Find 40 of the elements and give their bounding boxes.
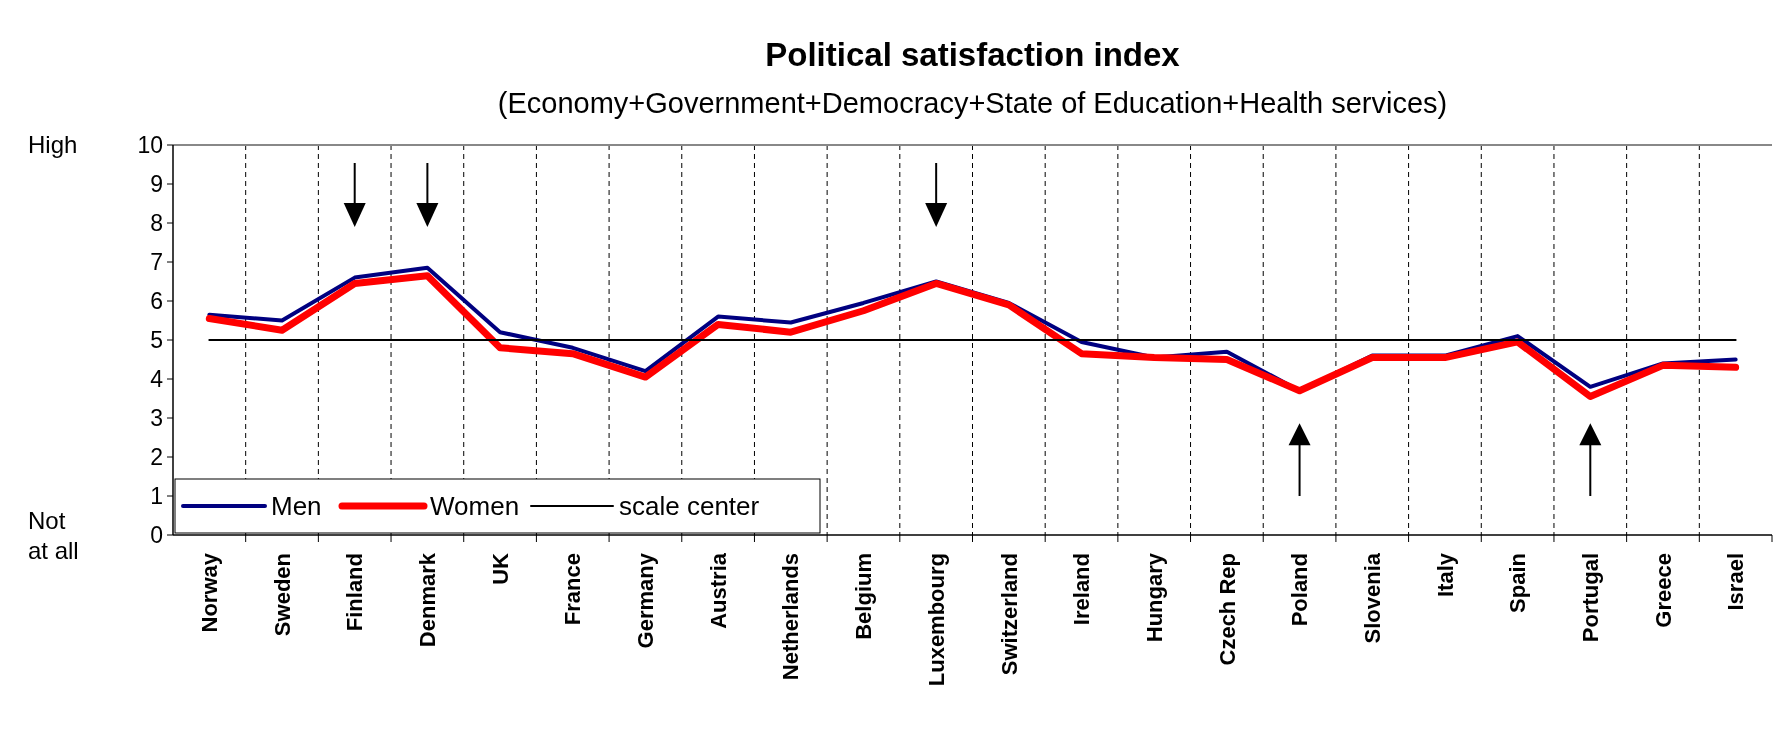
x-tick-label: Denmark (415, 552, 441, 648)
y-tick-label: 4 (150, 366, 164, 393)
x-tick-label: Austria (705, 552, 731, 629)
y-tick-label: 3 (150, 405, 163, 432)
x-tick-label: Greece (1650, 553, 1676, 628)
x-tick-label: Czech Rep (1214, 553, 1240, 666)
legend-label: Men (271, 491, 322, 522)
y-tick-label: 1 (150, 483, 163, 510)
x-tick-label: Netherlands (778, 553, 804, 681)
chart-subtitle: (Economy+Government+Democracy+State of Education+Health services) (497, 87, 1448, 119)
legend-label: scale center (619, 491, 760, 522)
y-tick-label: 8 (150, 210, 163, 237)
x-tick-label: France (560, 553, 586, 626)
x-tick-label: Belgium (851, 553, 877, 640)
x-tick-label: Italy (1432, 552, 1458, 598)
x-tick-label: Israel (1723, 553, 1749, 611)
y-tick-label: 0 (150, 522, 163, 549)
y-tick-label: 6 (150, 288, 163, 315)
y-tick-label: 2 (150, 444, 163, 471)
y-tick-label: 10 (137, 132, 163, 159)
x-tick-label: Poland (1287, 553, 1313, 627)
x-tick-label: Slovenia (1359, 552, 1385, 644)
chart-title: Political satisfaction index (765, 36, 1181, 73)
legend-label: Women (430, 491, 520, 522)
x-tick-label: Finland (342, 553, 368, 632)
x-tick-label: Switzerland (996, 553, 1022, 676)
y-tick-label: 7 (150, 249, 163, 276)
y-tick-label: 9 (150, 171, 163, 198)
x-tick-label: Sweden (269, 553, 295, 637)
text: Not at all (28, 507, 79, 564)
y-tick-label: 5 (150, 327, 163, 354)
text: High (28, 131, 78, 158)
x-tick-label: Hungary (1141, 552, 1167, 643)
x-tick-label: Portugal (1578, 553, 1603, 643)
x-tick-label: Norway (197, 552, 223, 633)
x-tick-label: Germany (633, 552, 659, 649)
x-tick-label: Spain (1505, 553, 1531, 613)
x-tick-label: Ireland (1069, 553, 1095, 626)
x-tick-label: UK (487, 552, 513, 585)
x-tick-label: Luxembourg (923, 553, 949, 687)
